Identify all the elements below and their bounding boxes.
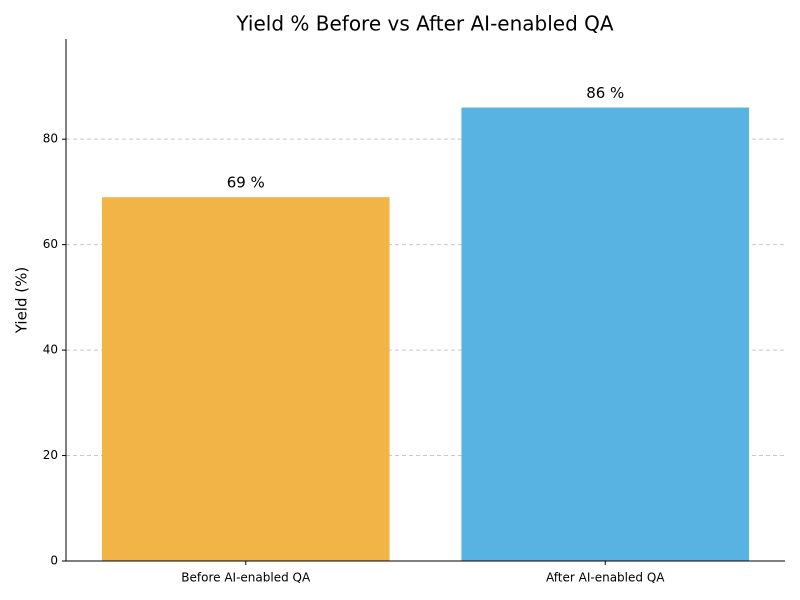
y-tick-label: 40: [43, 343, 58, 357]
y-tick-label: 80: [43, 132, 58, 146]
value-label: 86 %: [586, 84, 624, 102]
chart-title: Yield % Before vs After AI-enabled QA: [235, 12, 613, 36]
value-label: 69 %: [227, 174, 265, 192]
bar: [461, 107, 750, 561]
x-tick-label: After AI-enabled QA: [546, 571, 665, 585]
y-tick-label: 0: [50, 554, 58, 568]
y-tick-label: 20: [43, 448, 58, 462]
bar: [101, 197, 390, 561]
y-tick-label: 60: [43, 237, 58, 251]
y-axis-label: Yield (%): [13, 267, 31, 334]
x-tick-label: Before AI-enabled QA: [181, 571, 311, 585]
